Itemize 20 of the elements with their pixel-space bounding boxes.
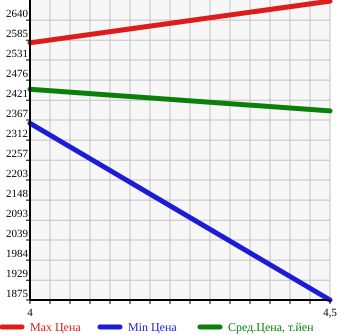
y-tick-label: 2148 xyxy=(6,188,28,200)
y-tick-label: 2421 xyxy=(6,88,28,100)
y-tick-label: 2257 xyxy=(6,148,28,160)
y-tick-label: 2531 xyxy=(6,48,28,60)
legend-label: Min Цена xyxy=(128,320,178,334)
y-tick-label: 2312 xyxy=(6,128,28,140)
y-tick-label: 2203 xyxy=(6,168,28,180)
y-tick-label: 2585 xyxy=(6,28,28,40)
legend-label: Сред.Цена, т.йен xyxy=(228,320,314,334)
y-tick-label: 2476 xyxy=(6,68,28,80)
y-tick-label: 2039 xyxy=(6,228,28,240)
legend-label: Max Цена xyxy=(30,320,82,334)
y-tick-label: 1984 xyxy=(6,248,28,260)
y-tick-label: 2367 xyxy=(6,108,28,120)
y-tick-label: 1929 xyxy=(6,268,28,280)
y-tick-label: 2093 xyxy=(6,208,28,220)
y-tick-label: 1875 xyxy=(6,288,28,300)
y-tick-label: 2640 xyxy=(6,8,28,20)
x-tick-label: 4,5 xyxy=(323,307,338,319)
x-tick-label: 4 xyxy=(27,307,34,319)
